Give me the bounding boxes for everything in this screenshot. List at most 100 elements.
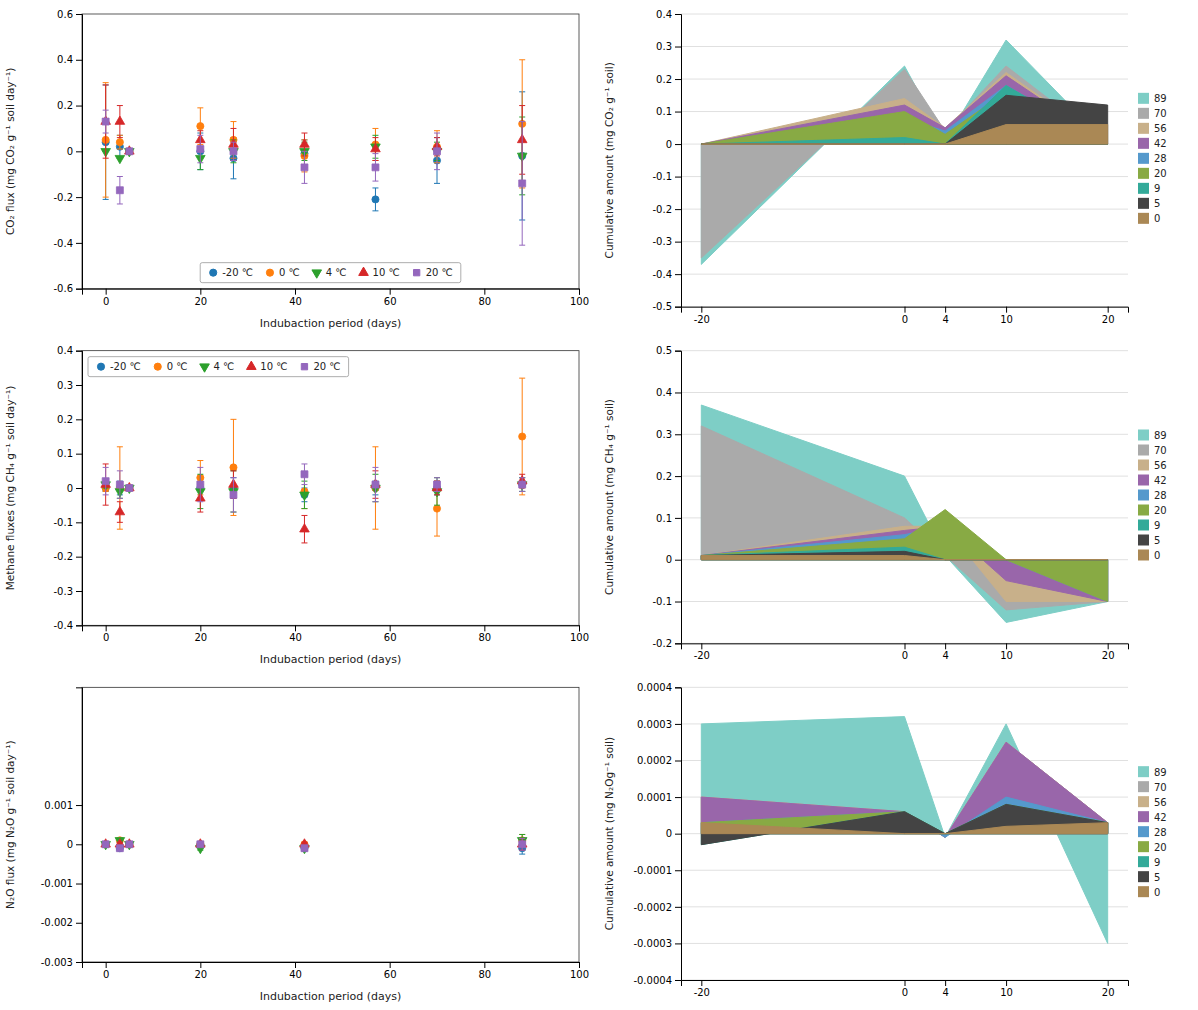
point <box>196 839 206 847</box>
y-axis: -0.2-0.100.10.20.30.40.5 <box>652 345 681 649</box>
tick-label: 0.0002 <box>637 755 672 766</box>
tick-mark <box>579 289 580 295</box>
tick: -0.2 <box>53 551 82 562</box>
legend-swatch <box>1138 490 1149 501</box>
tick-mark <box>76 923 82 924</box>
tick-label: 20 <box>1102 987 1115 998</box>
error-bar <box>372 154 378 181</box>
panel: -20041020-0.5-0.4-0.3-0.2-0.100.10.20.30… <box>603 9 1167 325</box>
tick-mark <box>675 47 681 48</box>
tick-mark <box>675 476 681 477</box>
tick-mark <box>76 591 82 592</box>
legend-item: 70 <box>1138 108 1167 120</box>
legend-swatch <box>1138 826 1149 837</box>
tick-label: 80 <box>478 632 491 643</box>
tick-mark <box>390 289 391 295</box>
legend-item: 42 <box>1138 138 1167 150</box>
legend-swatch <box>1138 168 1149 179</box>
tick: 80 <box>478 289 491 307</box>
tick-label: 0 <box>666 554 672 565</box>
tick-mark <box>675 177 681 178</box>
legend-symbol <box>301 364 307 370</box>
plot-frame <box>82 351 579 626</box>
legend-item: 0 <box>1138 886 1160 898</box>
panel: 020406080100-0.6-0.4-0.200.20.40.6Induba… <box>4 9 589 330</box>
tick: -0.2 <box>652 638 681 649</box>
tick-mark <box>675 79 681 80</box>
legend-item: 56 <box>1138 796 1167 808</box>
tick: -0.4 <box>53 238 82 249</box>
tick: -0.3 <box>652 236 681 247</box>
point <box>101 842 111 850</box>
tick-mark <box>200 625 201 631</box>
tick-mark <box>675 724 681 725</box>
legend-label: 9 <box>1154 520 1160 531</box>
tick-label: -0.002 <box>41 917 73 928</box>
tick: -0.3 <box>53 586 82 597</box>
legend-item: 0 <box>1138 213 1160 225</box>
legend: -20 ℃0 ℃4 ℃10 ℃20 ℃ <box>200 263 461 283</box>
legend-swatch <box>1138 108 1149 119</box>
error-bar <box>434 478 440 505</box>
tick-label: 0.3 <box>656 41 672 52</box>
error-bar <box>434 478 440 492</box>
tick: 0.2 <box>656 74 681 85</box>
error-bar <box>230 419 236 515</box>
series <box>102 838 525 851</box>
error-bar <box>103 110 109 133</box>
tick-mark <box>675 797 681 798</box>
point <box>102 118 109 125</box>
tick-mark <box>1006 307 1007 313</box>
legend-swatch <box>1138 841 1149 852</box>
point <box>197 841 204 848</box>
error-bar <box>372 467 378 501</box>
axis-line <box>682 644 1129 650</box>
tick-mark <box>76 805 82 806</box>
tick-label: 0.2 <box>57 414 73 425</box>
point <box>301 164 308 171</box>
legend-swatch <box>1138 520 1149 531</box>
tick: -0.1 <box>652 171 681 182</box>
tick: 20 <box>1102 307 1115 325</box>
error-bar <box>301 464 307 485</box>
tick-label: 60 <box>384 632 397 643</box>
legend-swatch <box>1138 550 1149 561</box>
tick: 0.4 <box>656 387 681 398</box>
tick-mark <box>106 625 107 631</box>
legend-label: 56 <box>1154 797 1167 808</box>
tick: 0 <box>103 962 109 980</box>
tick-mark <box>1108 980 1109 986</box>
tick-mark <box>945 643 946 649</box>
series <box>102 834 526 847</box>
series <box>102 841 526 854</box>
tick: 60 <box>384 962 397 980</box>
plot-area <box>101 60 527 245</box>
legend-item: 0 ℃ <box>154 361 187 372</box>
legend-label: 4 ℃ <box>214 361 235 372</box>
legend-label: 0 ℃ <box>279 267 300 278</box>
y-axis-title: CO₂ flux (mg CO₂ g⁻¹ soil day⁻¹) <box>4 68 16 235</box>
legend-item: 89 <box>1138 430 1167 442</box>
point <box>115 116 125 124</box>
tick: 40 <box>289 962 302 980</box>
legend-label: 70 <box>1154 445 1167 456</box>
grid-line <box>681 14 1128 15</box>
tick: 0 <box>902 643 908 661</box>
area <box>701 40 1107 264</box>
tick-mark <box>675 602 681 603</box>
legend-item: 9 <box>1138 856 1160 868</box>
tick: 60 <box>384 289 397 307</box>
legend-item: 10 ℃ <box>359 267 400 278</box>
tick: -0.0001 <box>633 865 681 876</box>
tick-mark <box>905 980 906 986</box>
tick: 20 <box>194 962 207 980</box>
point <box>116 187 123 194</box>
legend-swatch <box>1138 766 1149 777</box>
legend-label: 4 ℃ <box>326 267 347 278</box>
tick-mark <box>295 289 296 295</box>
tick: 0 <box>902 980 908 998</box>
point <box>126 484 133 491</box>
tick: 0.3 <box>57 380 82 391</box>
tick: 0.3 <box>656 429 681 440</box>
tick-label: -0.3 <box>53 586 73 597</box>
